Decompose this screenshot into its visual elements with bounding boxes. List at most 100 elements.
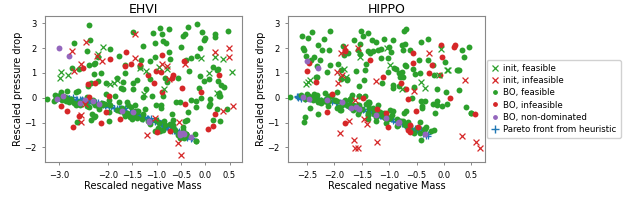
Pareto front from heuristic xyxy=(118,108,128,111)
Pareto front from heuristic xyxy=(63,96,74,99)
Pareto front from heuristic xyxy=(343,103,353,106)
BO, feasible xyxy=(392,123,403,126)
init, infeasible xyxy=(76,113,86,117)
BO, feasible xyxy=(150,56,160,59)
BO, feasible xyxy=(162,80,172,84)
BO, feasible xyxy=(301,55,311,58)
BO, feasible xyxy=(75,103,85,107)
BO, infeasible xyxy=(167,76,177,79)
BO, infeasible xyxy=(120,64,130,67)
BO, feasible xyxy=(52,95,63,98)
Pareto front from heuristic xyxy=(160,125,170,128)
Pareto front from heuristic xyxy=(415,128,426,131)
BO, feasible xyxy=(158,94,168,98)
Pareto front from heuristic xyxy=(355,107,365,110)
BO, infeasible xyxy=(84,96,94,99)
BO, infeasible xyxy=(340,122,350,125)
BO, feasible xyxy=(405,49,415,52)
BO, non-dominated xyxy=(337,100,347,104)
BO, feasible xyxy=(364,117,374,120)
Pareto front from heuristic xyxy=(156,123,166,127)
BO, feasible xyxy=(182,119,193,122)
BO, feasible xyxy=(69,42,79,45)
Pareto front from heuristic xyxy=(143,117,154,120)
BO, infeasible xyxy=(101,111,111,114)
Pareto front from heuristic xyxy=(337,101,348,105)
BO, feasible xyxy=(64,100,74,104)
Pareto front from heuristic xyxy=(314,99,324,102)
BO, feasible xyxy=(326,93,337,96)
BO, feasible xyxy=(354,94,364,97)
Pareto front from heuristic xyxy=(344,104,355,107)
init, feasible xyxy=(382,46,392,49)
Pareto front from heuristic xyxy=(304,96,314,99)
BO, feasible xyxy=(387,113,397,116)
Pareto front from heuristic xyxy=(341,103,351,107)
Pareto front from heuristic xyxy=(93,100,103,103)
BO, feasible xyxy=(428,64,438,67)
BO, feasible xyxy=(132,79,142,82)
BO, feasible xyxy=(383,57,394,60)
BO, feasible xyxy=(183,111,193,114)
BO, feasible xyxy=(428,129,438,132)
BO, feasible xyxy=(340,99,351,102)
BO, feasible xyxy=(394,71,404,74)
BO, feasible xyxy=(342,103,352,106)
Pareto front from heuristic xyxy=(150,119,160,122)
BO, feasible xyxy=(145,59,156,62)
BO, feasible xyxy=(132,111,142,114)
BO, feasible xyxy=(74,100,84,103)
init, infeasible xyxy=(150,116,160,119)
BO, feasible xyxy=(389,67,399,70)
BO, feasible xyxy=(307,30,317,33)
init, feasible xyxy=(303,81,313,84)
init, feasible xyxy=(56,71,66,74)
init, infeasible xyxy=(176,153,186,156)
init, feasible xyxy=(340,75,351,79)
Pareto front from heuristic xyxy=(127,110,137,113)
BO, feasible xyxy=(324,100,334,103)
BO, feasible xyxy=(300,98,310,101)
BO, feasible xyxy=(363,114,373,117)
BO, feasible xyxy=(186,56,196,59)
BO, feasible xyxy=(337,103,348,106)
BO, feasible xyxy=(324,48,334,51)
Pareto front from heuristic xyxy=(98,103,108,106)
BO, feasible xyxy=(222,107,232,110)
BO, feasible xyxy=(82,95,92,99)
BO, infeasible xyxy=(470,113,480,116)
Pareto front from heuristic xyxy=(422,132,433,135)
BO, feasible xyxy=(391,67,401,70)
BO, infeasible xyxy=(445,97,456,100)
BO, feasible xyxy=(362,113,372,117)
Pareto front from heuristic xyxy=(182,134,192,137)
BO, feasible xyxy=(401,64,411,68)
Pareto front from heuristic xyxy=(367,109,377,112)
BO, feasible xyxy=(423,59,433,62)
BO, feasible xyxy=(120,63,130,66)
BO, feasible xyxy=(186,99,196,102)
BO, feasible xyxy=(110,95,120,98)
BO, feasible xyxy=(57,99,67,102)
BO, feasible xyxy=(346,104,356,107)
init, infeasible xyxy=(67,49,77,52)
BO, non-dominated xyxy=(117,110,127,113)
BO, feasible xyxy=(381,122,391,125)
Pareto front from heuristic xyxy=(103,104,113,107)
BO, feasible xyxy=(82,105,92,108)
BO, feasible xyxy=(168,118,179,121)
init, infeasible xyxy=(173,141,184,144)
BO, feasible xyxy=(115,109,125,112)
init, feasible xyxy=(162,67,172,70)
init, infeasible xyxy=(332,71,342,74)
init, infeasible xyxy=(130,33,140,36)
Pareto front from heuristic xyxy=(397,122,408,125)
Pareto front from heuristic xyxy=(71,99,81,102)
init, infeasible xyxy=(76,121,86,124)
BO, infeasible xyxy=(437,56,447,59)
BO, feasible xyxy=(180,132,191,136)
Pareto front from heuristic xyxy=(78,98,88,102)
BO, feasible xyxy=(90,114,100,118)
BO, non-dominated xyxy=(394,122,404,125)
BO, feasible xyxy=(205,102,215,105)
